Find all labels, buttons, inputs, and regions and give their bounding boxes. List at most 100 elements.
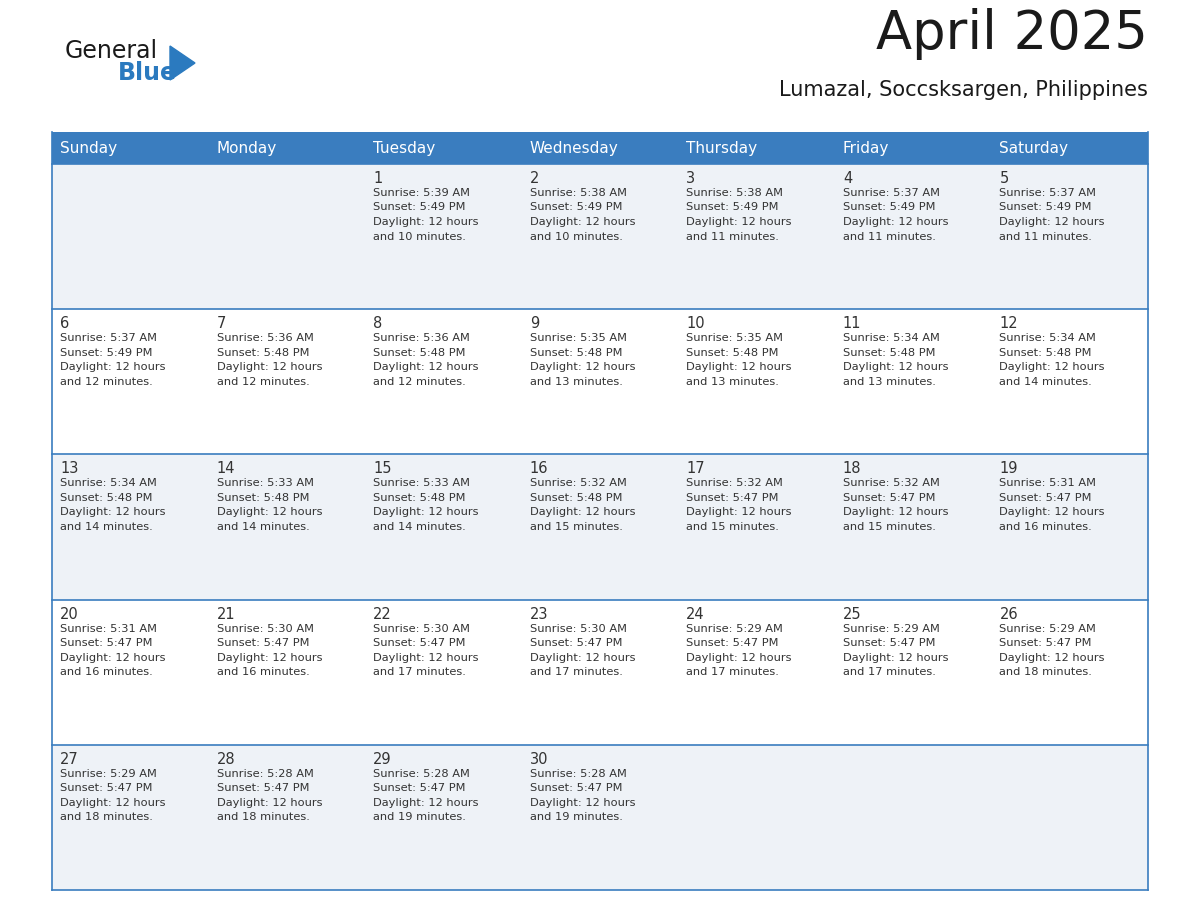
Text: Sunset: 5:48 PM: Sunset: 5:48 PM xyxy=(999,348,1092,358)
Text: Sunrise: 5:35 AM: Sunrise: 5:35 AM xyxy=(687,333,783,343)
Text: and 15 minutes.: and 15 minutes. xyxy=(530,522,623,532)
Text: Sunset: 5:47 PM: Sunset: 5:47 PM xyxy=(61,783,152,793)
Text: Sunrise: 5:28 AM: Sunrise: 5:28 AM xyxy=(373,768,470,778)
Text: Sunset: 5:49 PM: Sunset: 5:49 PM xyxy=(530,203,623,212)
Text: Sunrise: 5:32 AM: Sunrise: 5:32 AM xyxy=(530,478,626,488)
Text: and 19 minutes.: and 19 minutes. xyxy=(373,812,466,823)
Text: 25: 25 xyxy=(842,607,861,621)
Text: Daylight: 12 hours: Daylight: 12 hours xyxy=(373,798,479,808)
Text: Sunrise: 5:38 AM: Sunrise: 5:38 AM xyxy=(687,188,783,198)
Text: 18: 18 xyxy=(842,462,861,476)
Text: Monday: Monday xyxy=(216,140,277,155)
Text: Daylight: 12 hours: Daylight: 12 hours xyxy=(216,798,322,808)
Text: Daylight: 12 hours: Daylight: 12 hours xyxy=(216,508,322,518)
Text: 30: 30 xyxy=(530,752,548,767)
Text: General: General xyxy=(65,39,158,63)
Text: Daylight: 12 hours: Daylight: 12 hours xyxy=(373,653,479,663)
Text: Sunrise: 5:38 AM: Sunrise: 5:38 AM xyxy=(530,188,627,198)
Text: Sunset: 5:47 PM: Sunset: 5:47 PM xyxy=(216,638,309,648)
Text: Sunset: 5:48 PM: Sunset: 5:48 PM xyxy=(530,493,623,503)
Text: Daylight: 12 hours: Daylight: 12 hours xyxy=(373,363,479,372)
Text: Sunrise: 5:32 AM: Sunrise: 5:32 AM xyxy=(842,478,940,488)
Text: 6: 6 xyxy=(61,316,69,331)
Text: Daylight: 12 hours: Daylight: 12 hours xyxy=(530,798,636,808)
Text: 29: 29 xyxy=(373,752,392,767)
Text: 20: 20 xyxy=(61,607,78,621)
Text: Sunrise: 5:28 AM: Sunrise: 5:28 AM xyxy=(216,768,314,778)
Text: Daylight: 12 hours: Daylight: 12 hours xyxy=(842,363,948,372)
Text: and 15 minutes.: and 15 minutes. xyxy=(687,522,779,532)
Text: Sunset: 5:47 PM: Sunset: 5:47 PM xyxy=(530,783,623,793)
Text: 21: 21 xyxy=(216,607,235,621)
Text: Sunset: 5:49 PM: Sunset: 5:49 PM xyxy=(61,348,152,358)
Text: Sunset: 5:49 PM: Sunset: 5:49 PM xyxy=(373,203,466,212)
Bar xyxy=(52,309,1148,454)
Bar xyxy=(52,164,1148,309)
Text: 12: 12 xyxy=(999,316,1018,331)
Text: Sunset: 5:47 PM: Sunset: 5:47 PM xyxy=(373,638,466,648)
Text: April 2025: April 2025 xyxy=(876,8,1148,60)
Bar xyxy=(52,454,1148,599)
Text: and 10 minutes.: and 10 minutes. xyxy=(530,231,623,241)
Text: Sunset: 5:48 PM: Sunset: 5:48 PM xyxy=(842,348,935,358)
Text: Sunrise: 5:34 AM: Sunrise: 5:34 AM xyxy=(842,333,940,343)
Text: Daylight: 12 hours: Daylight: 12 hours xyxy=(842,653,948,663)
Text: Sunrise: 5:34 AM: Sunrise: 5:34 AM xyxy=(999,333,1097,343)
Text: 15: 15 xyxy=(373,462,392,476)
Text: and 12 minutes.: and 12 minutes. xyxy=(61,376,153,386)
Text: and 18 minutes.: and 18 minutes. xyxy=(216,812,309,823)
Text: and 14 minutes.: and 14 minutes. xyxy=(999,376,1092,386)
Text: 26: 26 xyxy=(999,607,1018,621)
Text: Sunset: 5:48 PM: Sunset: 5:48 PM xyxy=(373,348,466,358)
Text: 11: 11 xyxy=(842,316,861,331)
Text: Daylight: 12 hours: Daylight: 12 hours xyxy=(687,508,791,518)
Text: Friday: Friday xyxy=(842,140,890,155)
Text: Daylight: 12 hours: Daylight: 12 hours xyxy=(216,653,322,663)
Text: Sunset: 5:47 PM: Sunset: 5:47 PM xyxy=(842,638,935,648)
Text: Sunset: 5:48 PM: Sunset: 5:48 PM xyxy=(687,348,779,358)
Text: Sunrise: 5:35 AM: Sunrise: 5:35 AM xyxy=(530,333,627,343)
Text: Daylight: 12 hours: Daylight: 12 hours xyxy=(61,798,165,808)
Text: Sunset: 5:47 PM: Sunset: 5:47 PM xyxy=(842,493,935,503)
Text: and 13 minutes.: and 13 minutes. xyxy=(530,376,623,386)
Text: Sunset: 5:47 PM: Sunset: 5:47 PM xyxy=(999,638,1092,648)
Text: and 15 minutes.: and 15 minutes. xyxy=(842,522,936,532)
Text: 5: 5 xyxy=(999,171,1009,186)
Text: 3: 3 xyxy=(687,171,695,186)
Text: Daylight: 12 hours: Daylight: 12 hours xyxy=(687,217,791,227)
Text: Sunset: 5:48 PM: Sunset: 5:48 PM xyxy=(530,348,623,358)
Text: Sunset: 5:48 PM: Sunset: 5:48 PM xyxy=(216,493,309,503)
Text: Sunset: 5:47 PM: Sunset: 5:47 PM xyxy=(687,493,779,503)
Text: Sunrise: 5:29 AM: Sunrise: 5:29 AM xyxy=(61,768,157,778)
Text: Sunrise: 5:37 AM: Sunrise: 5:37 AM xyxy=(999,188,1097,198)
Text: Sunset: 5:49 PM: Sunset: 5:49 PM xyxy=(687,203,779,212)
Text: and 11 minutes.: and 11 minutes. xyxy=(999,231,1092,241)
Text: Daylight: 12 hours: Daylight: 12 hours xyxy=(61,653,165,663)
Text: Sunset: 5:48 PM: Sunset: 5:48 PM xyxy=(61,493,152,503)
Text: Sunset: 5:47 PM: Sunset: 5:47 PM xyxy=(61,638,152,648)
Text: and 14 minutes.: and 14 minutes. xyxy=(61,522,153,532)
Text: Blue: Blue xyxy=(118,61,177,85)
Text: Sunrise: 5:31 AM: Sunrise: 5:31 AM xyxy=(999,478,1097,488)
Bar xyxy=(52,744,1148,890)
Text: Sunrise: 5:37 AM: Sunrise: 5:37 AM xyxy=(842,188,940,198)
Text: Sunset: 5:47 PM: Sunset: 5:47 PM xyxy=(373,783,466,793)
Text: Sunset: 5:47 PM: Sunset: 5:47 PM xyxy=(530,638,623,648)
Text: 16: 16 xyxy=(530,462,548,476)
Text: 14: 14 xyxy=(216,462,235,476)
Text: 13: 13 xyxy=(61,462,78,476)
Bar xyxy=(52,599,1148,744)
Text: and 17 minutes.: and 17 minutes. xyxy=(373,667,466,677)
Text: 8: 8 xyxy=(373,316,383,331)
Text: and 13 minutes.: and 13 minutes. xyxy=(687,376,779,386)
Text: Daylight: 12 hours: Daylight: 12 hours xyxy=(373,508,479,518)
Text: and 12 minutes.: and 12 minutes. xyxy=(373,376,466,386)
Text: and 14 minutes.: and 14 minutes. xyxy=(373,522,466,532)
Text: Sunrise: 5:30 AM: Sunrise: 5:30 AM xyxy=(216,623,314,633)
Text: and 19 minutes.: and 19 minutes. xyxy=(530,812,623,823)
Text: Saturday: Saturday xyxy=(999,140,1068,155)
Text: and 17 minutes.: and 17 minutes. xyxy=(530,667,623,677)
Text: 22: 22 xyxy=(373,607,392,621)
Text: Sunset: 5:49 PM: Sunset: 5:49 PM xyxy=(842,203,935,212)
Text: 19: 19 xyxy=(999,462,1018,476)
